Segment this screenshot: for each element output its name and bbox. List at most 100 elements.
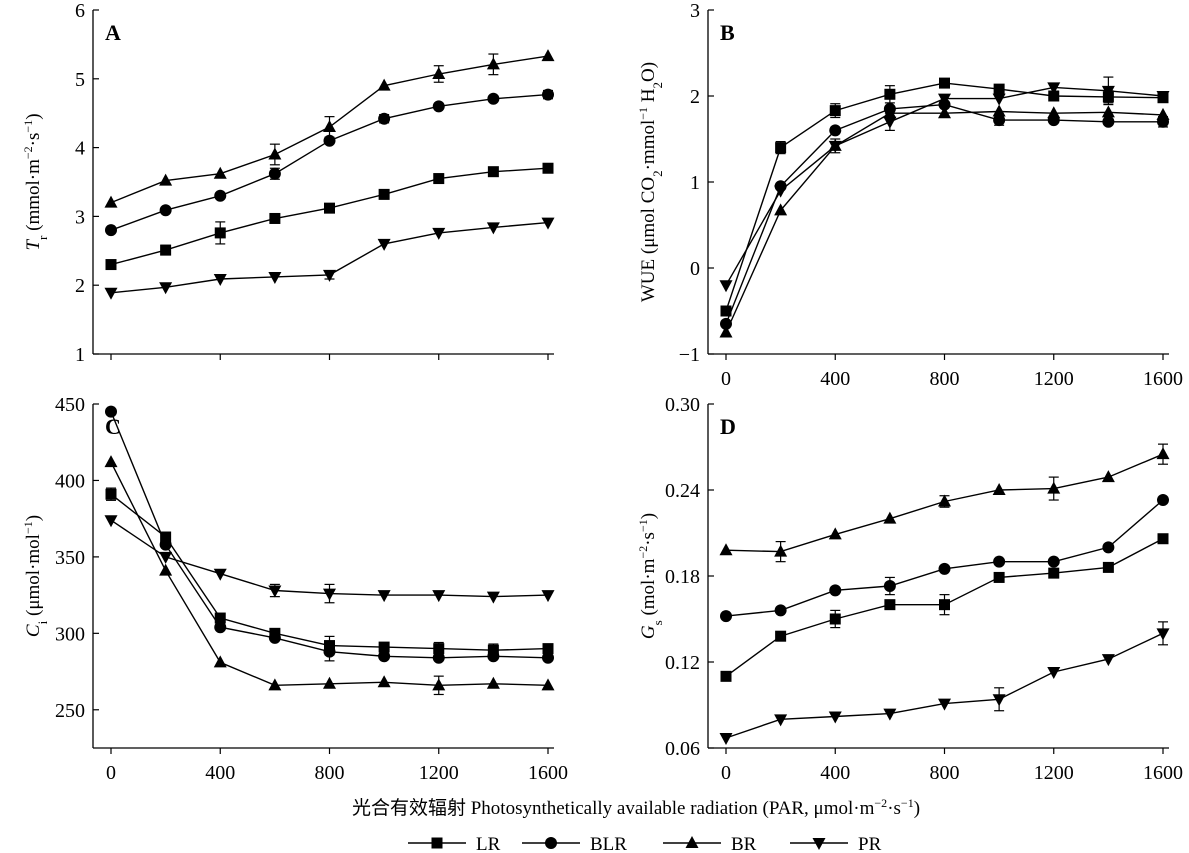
data-point xyxy=(1157,494,1169,507)
data-point xyxy=(378,650,391,663)
x-tick-label: 800 xyxy=(930,368,960,390)
legend: LR BLR BR PR xyxy=(408,834,882,853)
data-point xyxy=(159,551,173,564)
y-tick-label: −1 xyxy=(679,344,700,366)
data-point xyxy=(1048,567,1060,579)
data-point xyxy=(828,711,842,724)
series-lr xyxy=(720,533,1169,682)
data-point xyxy=(829,584,842,597)
chart-panels: 1 2 3 4 5 6A Tr (mmol·m−2·s−1) −1 0 1 2 3 0 400 800 120… xyxy=(21,0,1183,784)
legend-marker xyxy=(685,836,699,848)
legend-item-lr: LR xyxy=(408,834,501,853)
x-tick-label: 400 xyxy=(820,368,850,390)
data-point xyxy=(883,116,897,129)
series-line xyxy=(725,103,1163,325)
data-point xyxy=(719,732,733,745)
data-point xyxy=(938,93,951,106)
data-point xyxy=(159,173,173,186)
series-line xyxy=(110,167,549,266)
x-tick-label: 1600 xyxy=(1143,368,1183,390)
data-point xyxy=(487,166,499,178)
y-tick-label: 3 xyxy=(75,206,85,228)
y-axis-label: Tr (mmol·m−2·s−1) xyxy=(21,113,50,250)
data-point xyxy=(720,305,732,317)
legend-marker xyxy=(431,837,443,849)
data-point xyxy=(993,114,1006,127)
x-tick-label: 1600 xyxy=(528,762,568,784)
x-tick-label: 1600 xyxy=(1143,762,1183,784)
data-point xyxy=(1047,481,1061,494)
data-point xyxy=(883,708,897,721)
series-pr xyxy=(104,515,555,604)
data-point xyxy=(542,162,554,174)
data-point xyxy=(159,538,172,551)
data-point xyxy=(213,274,227,287)
data-point xyxy=(1156,447,1170,460)
data-point xyxy=(1101,654,1115,667)
series-lr xyxy=(105,162,554,271)
data-point xyxy=(324,202,335,214)
data-point xyxy=(774,203,788,216)
legend-label: BLR xyxy=(590,834,627,853)
series-line xyxy=(110,493,549,651)
data-point xyxy=(720,610,732,623)
y-tick-label: 350 xyxy=(55,547,85,569)
data-point xyxy=(268,147,282,160)
series-line xyxy=(110,411,549,659)
y-tick-label: 250 xyxy=(55,700,85,722)
data-point xyxy=(992,93,1006,106)
data-point xyxy=(432,651,445,664)
data-point xyxy=(720,670,732,682)
x-tick-label: 800 xyxy=(930,762,960,784)
data-point xyxy=(1101,470,1115,483)
data-point xyxy=(214,612,226,624)
data-point xyxy=(541,217,555,230)
data-point xyxy=(1047,555,1060,568)
series-br xyxy=(104,49,555,208)
data-point xyxy=(378,641,390,653)
panel-letter: A xyxy=(105,20,121,45)
series-pr xyxy=(719,76,1170,293)
data-point xyxy=(938,562,951,575)
data-point xyxy=(542,643,554,655)
panel-a: 1 2 3 4 5 6A Tr (mmol·m−2·s−1) xyxy=(21,0,555,366)
y-axis-label: WUE (μmol CO2·mmol−1 H2O) xyxy=(636,62,665,302)
data-point xyxy=(719,543,733,556)
data-point xyxy=(829,124,842,137)
data-point xyxy=(323,676,336,689)
data-point xyxy=(104,455,118,468)
data-point xyxy=(719,280,733,293)
series-pr xyxy=(719,621,1170,745)
y-tick-label: 4 xyxy=(75,138,85,160)
x-tick-label: 0 xyxy=(721,368,731,390)
data-point xyxy=(1156,628,1170,641)
data-point xyxy=(1156,91,1170,103)
data-point xyxy=(213,655,227,668)
data-point xyxy=(1047,82,1061,95)
data-point xyxy=(377,590,391,603)
series-blr xyxy=(105,405,554,664)
data-point xyxy=(214,189,227,202)
panel-c: 250 300 350 400 450 0 400 800 1200 1600 C Ci (μmol·… xyxy=(21,394,568,784)
data-point xyxy=(433,643,445,655)
data-point xyxy=(883,511,897,524)
panel-d: 0.06 0.12 0.18 0.24 0.30 0 400 800 1200 1600 D Gs (… xyxy=(636,394,1183,784)
series-br xyxy=(719,443,1170,563)
data-point xyxy=(542,651,554,664)
legend-item-blr: BLR xyxy=(522,834,627,853)
data-point xyxy=(213,166,227,179)
data-point xyxy=(213,568,227,581)
panel-letter: D xyxy=(720,414,736,439)
data-point xyxy=(378,188,390,200)
data-point xyxy=(160,244,172,256)
data-point xyxy=(268,678,282,691)
y-tick-label: 400 xyxy=(55,470,85,492)
data-point xyxy=(1047,106,1061,119)
y-tick-label: 0.12 xyxy=(665,652,700,674)
x-tick-label: 0 xyxy=(106,762,116,784)
data-point xyxy=(268,631,281,644)
data-point xyxy=(829,105,841,117)
data-point xyxy=(432,678,446,691)
y-tick-label: 1 xyxy=(75,344,85,366)
